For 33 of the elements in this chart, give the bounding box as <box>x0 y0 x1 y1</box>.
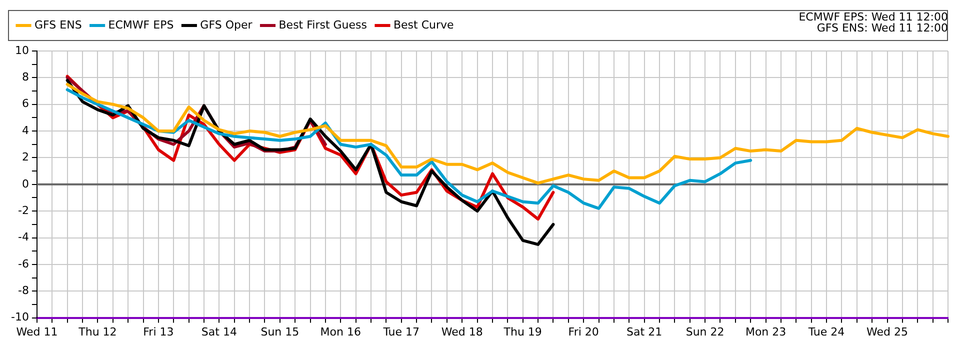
x-tick-label: Sun 15 <box>260 325 300 338</box>
x-tick-label: Tue 17 <box>382 325 420 338</box>
legend-label: GFS Oper <box>200 18 253 32</box>
y-tick-label: -6 <box>18 257 29 270</box>
x-tick-label: Wed 18 <box>441 325 483 338</box>
legend-label: Best First Guess <box>278 18 368 32</box>
y-tick-label: -10 <box>11 310 29 324</box>
y-tick-label: 0 <box>22 177 29 190</box>
x-tick-label: Sat 21 <box>626 325 662 338</box>
text: GFS ENS: Wed 11 12:00 <box>816 21 948 34</box>
x-tick-label: Thu 12 <box>78 325 117 338</box>
legend-label: Best Curve <box>393 18 454 32</box>
y-tick-label: 6 <box>22 97 29 110</box>
y-tick-label: 8 <box>22 70 29 84</box>
y-tick-label: 4 <box>22 124 29 137</box>
x-tick-label: Mon 16 <box>320 325 361 338</box>
x-tick-label: Tue 24 <box>807 325 845 338</box>
y-tick-label: -2 <box>18 204 29 217</box>
x-tick-label: Thu 19 <box>502 325 542 338</box>
x-tick-label: Fri 20 <box>568 325 599 338</box>
x-tick-label: Sat 14 <box>201 325 237 338</box>
legend-label: ECMWF EPS <box>108 18 174 32</box>
y-tick-label: 2 <box>22 150 29 164</box>
legend-label: GFS ENS <box>34 18 82 32</box>
x-tick-label: Fri 13 <box>143 325 174 338</box>
y-tick-label: -4 <box>18 230 29 244</box>
text: ECMWF EPS: Wed 11 12:00 <box>798 10 948 24</box>
x-tick-label: Sun 22 <box>686 325 724 338</box>
y-tick-label: 10 <box>14 44 29 57</box>
x-tick-label: Mon 23 <box>745 325 786 338</box>
y-tick-label: -8 <box>18 284 29 297</box>
x-tick-label: Wed 25 <box>866 325 908 338</box>
x-tick-label: Wed 11 <box>16 325 58 338</box>
